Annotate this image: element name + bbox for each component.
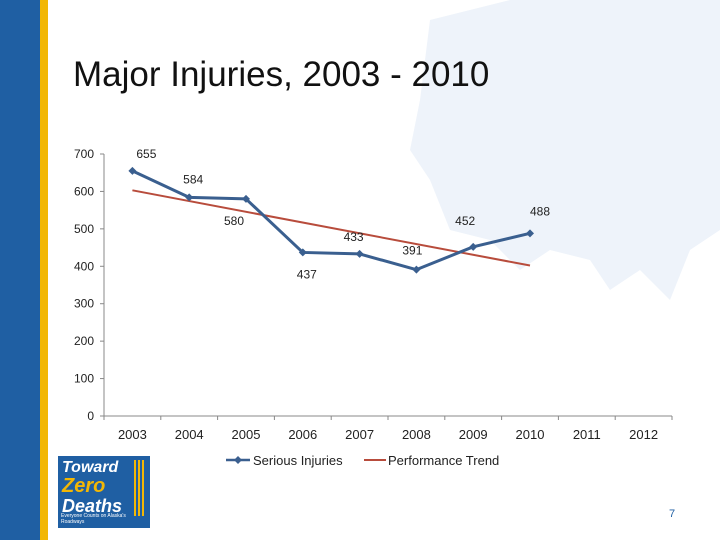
performance-trend-line: [132, 189, 531, 267]
data-label: 580: [224, 214, 244, 228]
data-label: 655: [136, 147, 156, 161]
toward-zero-deaths-logo: Toward Zero Deaths Everyone Counts on Al…: [58, 456, 150, 528]
y-tick-label: 200: [74, 334, 94, 348]
alaska-map-watermark: [410, 0, 720, 300]
x-tick-label: 2010: [516, 427, 545, 442]
y-tick-label: 300: [74, 297, 94, 311]
serious-injuries-point: [298, 248, 307, 257]
logo-line-2: Zero: [62, 475, 106, 497]
left-accent-bar: [0, 0, 40, 540]
logo-stripes: [134, 460, 146, 516]
data-label: 584: [183, 172, 203, 186]
y-tick-label: 600: [74, 184, 94, 198]
x-tick-label: 2011: [573, 427, 601, 442]
x-tick-label: 2009: [459, 427, 488, 442]
y-tick-label: 100: [74, 372, 94, 386]
x-tick-label: 2006: [288, 427, 317, 442]
logo-line-3: Deaths: [62, 496, 123, 516]
slide-title: Major Injuries, 2003 - 2010: [73, 55, 490, 94]
logo-line-1: Toward: [62, 459, 119, 476]
data-label: 433: [344, 230, 364, 244]
x-tick-label: 2005: [232, 427, 261, 442]
serious-injuries-point: [242, 194, 250, 203]
serious-injuries-point: [412, 265, 421, 274]
serious-injuries-point: [128, 166, 137, 175]
x-tick-label: 2007: [345, 427, 374, 442]
x-tick-label: 2008: [402, 427, 431, 442]
y-tick-label: 400: [74, 259, 94, 273]
legend-marker-serious-injuries: [234, 456, 242, 464]
data-label: 488: [530, 204, 550, 218]
gold-accent-stripe: [40, 0, 48, 540]
y-tick-label: 500: [74, 222, 94, 236]
logo-tagline: Everyone Counts on Alaska's Roadways: [61, 513, 126, 525]
x-tick-label: 2003: [118, 427, 147, 442]
page-number: 7: [669, 508, 676, 520]
serious-injuries-line: [131, 169, 531, 272]
y-tick-label: 700: [74, 147, 94, 161]
serious-injuries-point: [185, 193, 194, 202]
data-label: 391: [402, 244, 422, 258]
data-label: 437: [297, 267, 317, 281]
legend-label-performance-trend: Performance Trend: [388, 453, 499, 468]
serious-injuries-point: [355, 249, 364, 258]
data-label: 452: [455, 214, 475, 228]
serious-injuries-point: [526, 229, 534, 238]
x-tick-label: 2012: [629, 427, 658, 442]
x-tick-label: 2004: [175, 427, 204, 442]
legend-label-serious-injuries: Serious Injuries: [253, 453, 343, 468]
serious-injuries-point: [469, 242, 478, 251]
y-tick-label: 0: [87, 409, 94, 423]
